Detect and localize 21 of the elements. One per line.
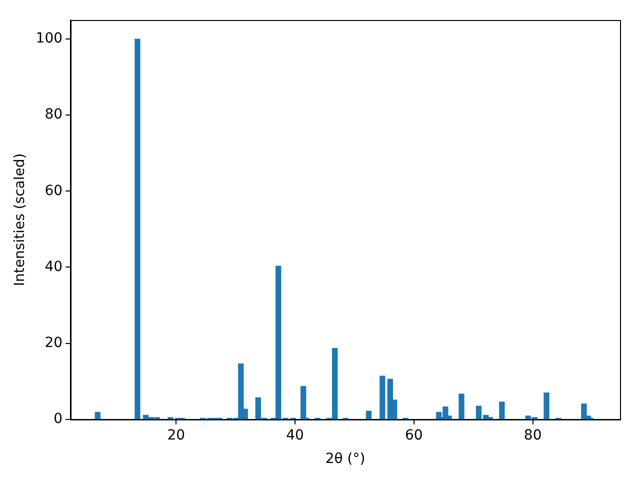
- y-tick-label: 0: [54, 411, 63, 428]
- x-tick-label: 80: [524, 427, 542, 444]
- bar: [380, 376, 386, 420]
- x-tick-label: 60: [405, 427, 423, 444]
- y-axis-title: Intensities (scaled): [12, 153, 28, 286]
- y-tick-label: 60: [44, 182, 63, 199]
- bar: [94, 412, 100, 420]
- y-tick-label: 40: [44, 258, 63, 275]
- bar: [581, 403, 587, 420]
- x-tick-label: 40: [286, 427, 304, 444]
- bar: [544, 392, 550, 420]
- bar: [499, 402, 505, 420]
- x-axis-title: 2θ (°): [325, 451, 366, 468]
- y-tick-label: 80: [44, 106, 63, 123]
- bar: [300, 386, 306, 420]
- bar: [366, 410, 372, 420]
- y-tick-label: 20: [44, 334, 63, 351]
- x-tick-label: 20: [167, 427, 186, 444]
- bar: [458, 394, 464, 420]
- bar: [134, 38, 140, 420]
- y-tick-label: 100: [36, 30, 63, 47]
